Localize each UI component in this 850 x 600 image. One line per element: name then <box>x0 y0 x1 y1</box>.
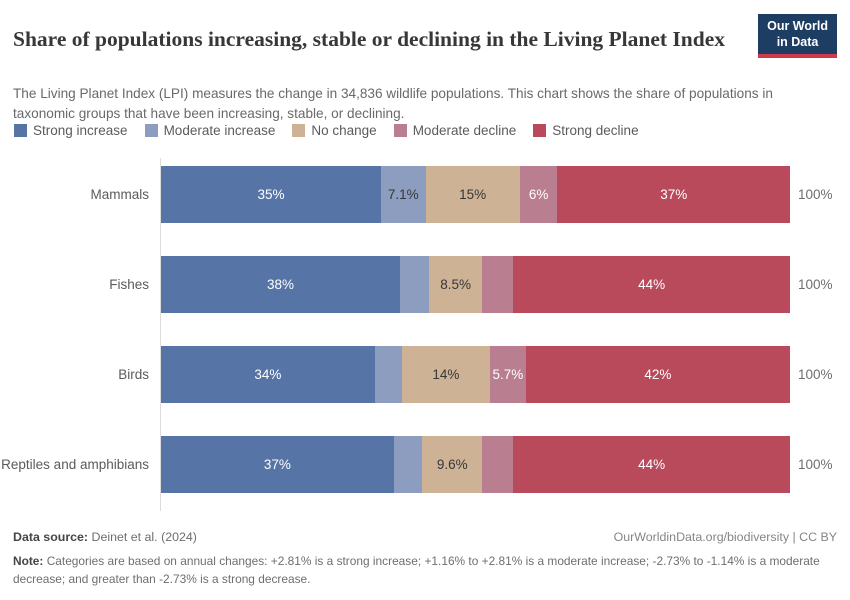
owid-logo-line1: Our World <box>767 19 828 33</box>
bar-segment[interactable]: 37% <box>161 436 394 493</box>
bar-segment[interactable]: 5.7% <box>489 346 526 403</box>
chart-subtitle: The Living Planet Index (LPI) measures t… <box>13 85 773 121</box>
row-total-label: 100% <box>798 187 833 202</box>
legend: Strong increase Moderate increase No chang… <box>14 123 639 138</box>
legend-swatch <box>292 124 306 137</box>
note-label: Note: <box>13 554 44 568</box>
category-label: Reptiles and amphibians <box>1 457 149 472</box>
legend-label: Moderate increase <box>163 123 276 138</box>
data-source: Data source: Deinet et al. (2024) <box>13 530 197 544</box>
legend-item: Strong decline <box>533 123 639 138</box>
row-total-label: 100% <box>798 367 833 382</box>
data-source-value: Deinet et al. (2024) <box>88 530 197 544</box>
legend-swatch <box>144 124 158 137</box>
owid-license-link[interactable]: OurWorldinData.org/biodiversity | CC BY <box>613 530 837 544</box>
chart-footer: Data source: Deinet et al. (2024) OurWor… <box>13 530 837 589</box>
stacked-bar: 38% 8.5% 44% <box>161 256 790 313</box>
owid-logo-line2: in Data <box>776 34 819 49</box>
bar-segment[interactable]: 37% <box>557 166 790 223</box>
chart-row: Fishes 38% 8.5% 44% 100% <box>0 256 850 313</box>
category-label: Birds <box>118 367 149 382</box>
data-source-label: Data source: <box>13 530 89 544</box>
legend-item: Moderate increase <box>144 123 276 138</box>
legend-label: No change <box>311 123 377 138</box>
legend-swatch <box>393 124 407 137</box>
note-text: Categories are based on annual changes: … <box>13 554 820 586</box>
bar-segment[interactable]: 44% <box>513 256 790 313</box>
bar-segment[interactable] <box>400 256 429 313</box>
legend-item: No change <box>292 123 377 138</box>
bar-segment[interactable]: 42% <box>525 346 790 403</box>
bar-segment[interactable]: 38% <box>161 256 401 313</box>
legend-label: Moderate decline <box>412 123 517 138</box>
bar-segment[interactable]: 44% <box>513 436 790 493</box>
stacked-bar: 35% 7.1% 15% 6% 37% <box>161 166 790 223</box>
legend-item: Moderate decline <box>393 123 517 138</box>
stacked-bar: 34% 14% 5.7% 42% <box>161 346 790 403</box>
stacked-bar: 37% 9.6% 44% <box>161 436 790 493</box>
bar-segment[interactable] <box>482 256 514 313</box>
bar-segment[interactable] <box>374 346 402 403</box>
row-total-label: 100% <box>798 457 833 472</box>
chart-row: Mammals 35% 7.1% 15% 6% 37% 100% <box>0 166 850 223</box>
category-label: Mammals <box>90 187 149 202</box>
stacked-bar-chart: Mammals 35% 7.1% 15% 6% 37% 100% Fishes 38% 8.5% 4… <box>0 166 850 526</box>
bar-segment[interactable]: 35% <box>161 166 381 223</box>
owid-logo[interactable]: Our World in Data <box>758 14 837 59</box>
legend-label: Strong increase <box>33 123 128 138</box>
legend-label: Strong decline <box>552 123 639 138</box>
chart-note: Note: Categories are based on annual cha… <box>13 553 837 589</box>
bar-segment[interactable]: 15% <box>425 166 520 223</box>
page-title: Share of populations increasing, stable … <box>13 27 725 52</box>
y-axis-line <box>160 158 161 511</box>
bar-segment[interactable] <box>393 436 423 493</box>
chart-row: Reptiles and amphibians 37% 9.6% 44% 100% <box>0 436 850 493</box>
bar-segment[interactable] <box>482 436 514 493</box>
legend-swatch <box>14 124 27 137</box>
legend-swatch <box>533 124 547 137</box>
chart-row: Birds 34% 14% 5.7% 42% 100% <box>0 346 850 403</box>
bar-segment[interactable]: 34% <box>161 346 375 403</box>
legend-item: Strong increase <box>14 123 128 138</box>
bar-segment[interactable]: 6% <box>519 166 558 223</box>
category-label: Fishes <box>109 277 149 292</box>
bar-segment[interactable]: 8.5% <box>428 256 483 313</box>
bar-segment[interactable]: 7.1% <box>380 166 426 223</box>
row-total-label: 100% <box>798 277 833 292</box>
bar-segment[interactable]: 14% <box>401 346 490 403</box>
bar-segment[interactable]: 9.6% <box>422 436 483 493</box>
